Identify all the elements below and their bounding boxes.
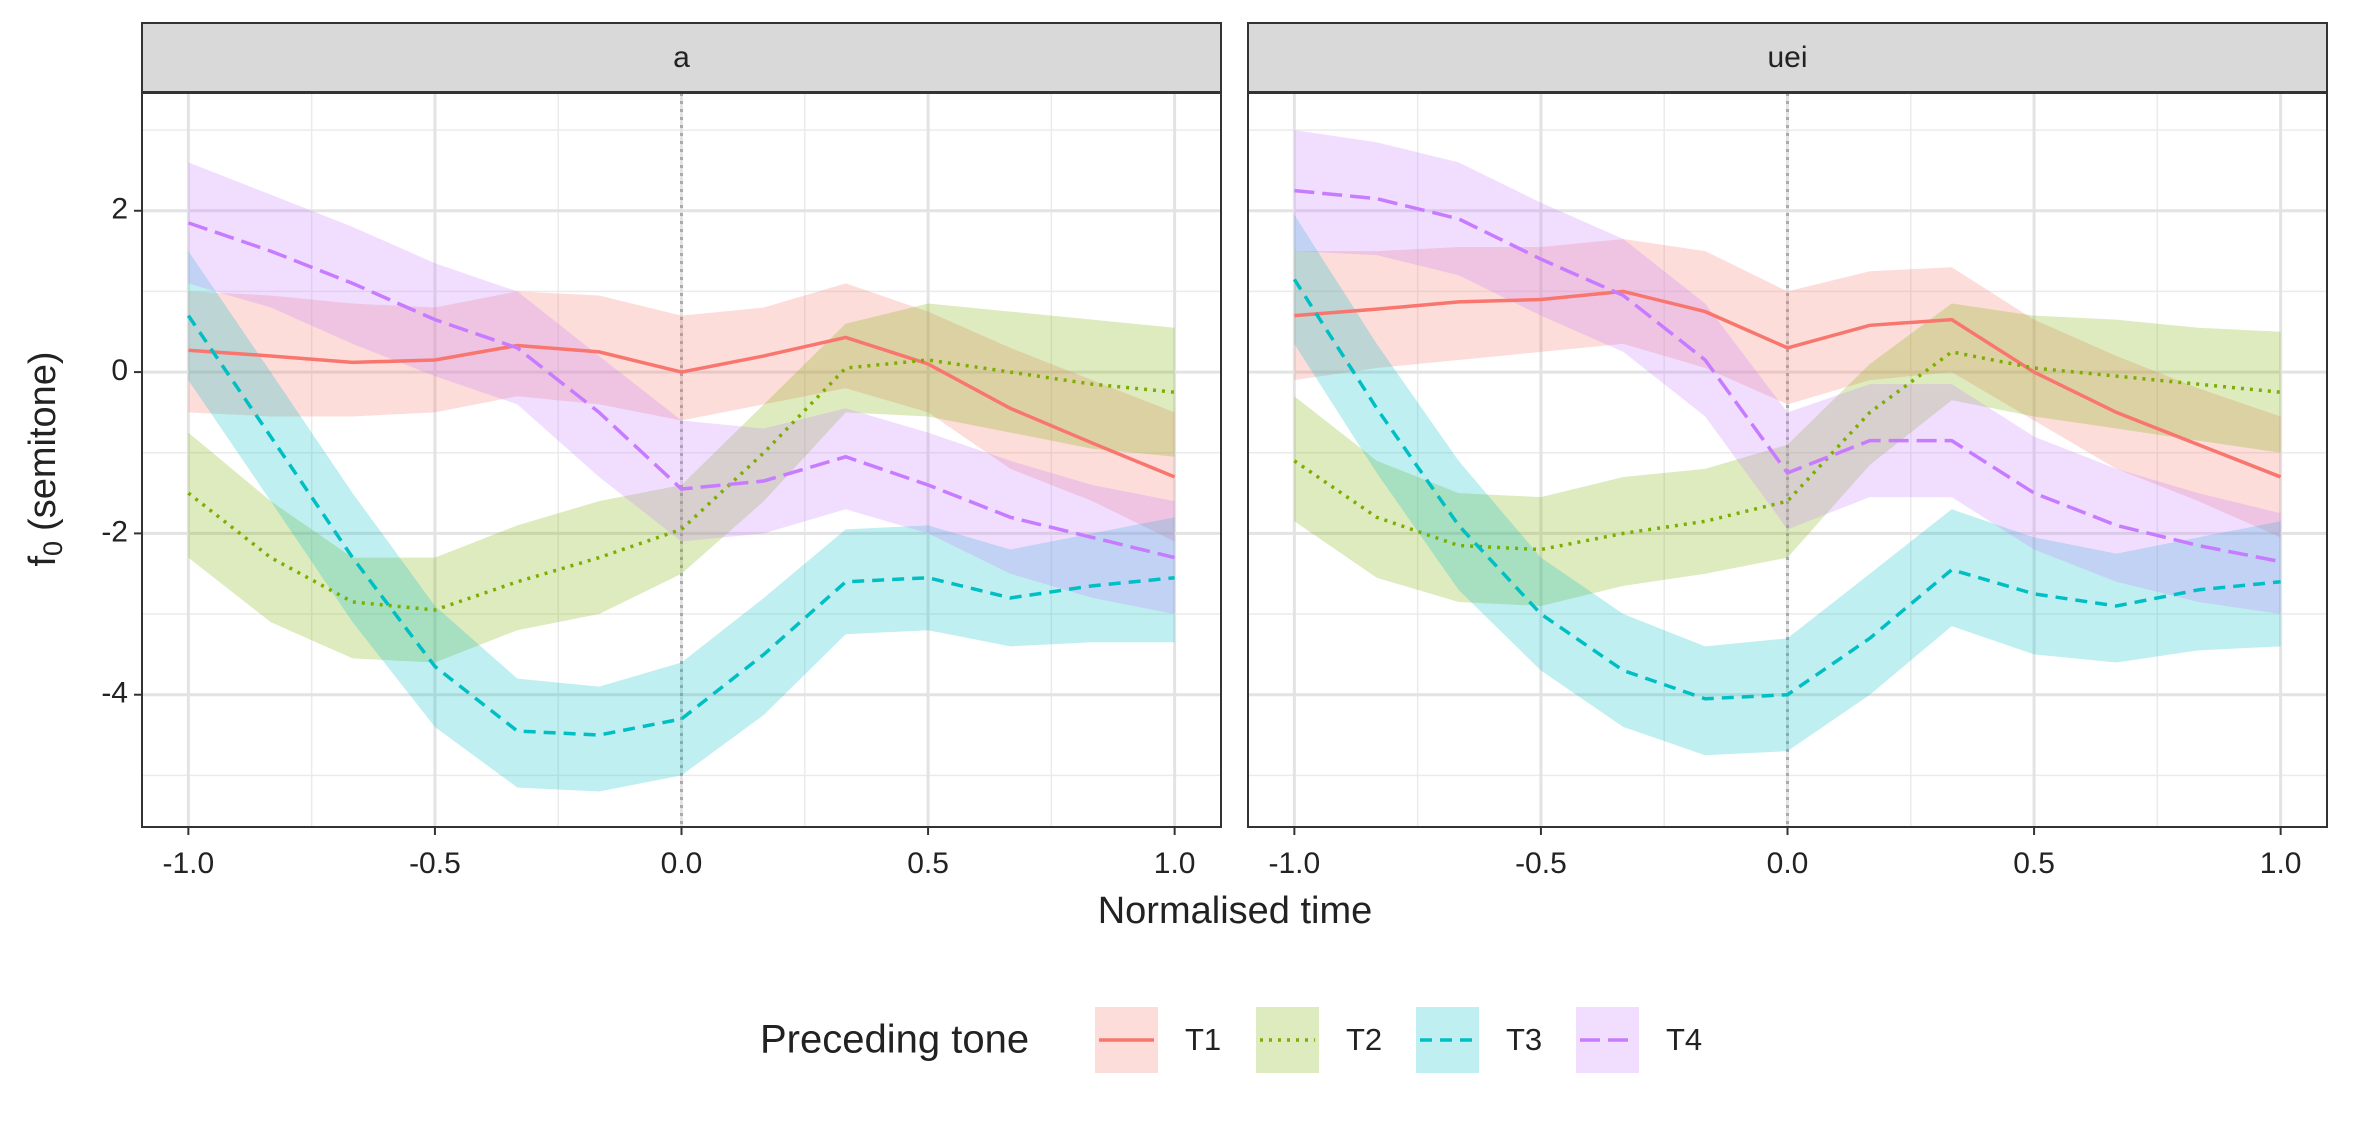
y-axis-title-rest: (semitone): [22, 351, 64, 531]
y-axis-title: f0 (semitone): [22, 351, 68, 566]
line: [1294, 188, 2281, 564]
ribbon: [188, 303, 1175, 663]
y-tick-label: -4: [101, 677, 128, 710]
strip: [141, 22, 1222, 93]
legend-label: T1: [1185, 1022, 1221, 1057]
ribbon: [1294, 303, 2281, 606]
line: [188, 335, 1176, 479]
panel-border: [141, 92, 1222, 828]
panel-border: [1247, 92, 2328, 828]
ribbon: [188, 162, 1175, 615]
x-axis-title: Normalised time: [1098, 890, 1373, 932]
line: [186, 314, 1175, 737]
x-tick-label: -0.5: [409, 847, 461, 880]
x-tick-label: 1.0: [2260, 847, 2302, 880]
y-tick-label: 0: [111, 354, 128, 387]
x-tick-label: -1.0: [163, 847, 215, 880]
line: [187, 358, 1175, 612]
ribbon: [1294, 238, 2281, 538]
ribbon: [1294, 214, 2281, 756]
y-axis-title-main: f: [22, 556, 64, 567]
x-tick-label: -1.0: [1269, 847, 1321, 880]
legend-label: T4: [1666, 1022, 1702, 1057]
x-tick-label: 0.5: [2013, 847, 2055, 880]
ribbon: [188, 283, 1175, 542]
strip-title: a: [673, 41, 690, 74]
strip: [1247, 22, 2328, 93]
x-tick-label: 0.0: [1767, 847, 1809, 880]
legend-label: T2: [1346, 1022, 1382, 1057]
line: [1294, 289, 2282, 479]
line: [1292, 278, 2281, 701]
line: [1293, 350, 2281, 552]
ribbon: [188, 251, 1175, 792]
ribbon: [1294, 130, 2281, 615]
x-tick-label: 0.5: [907, 847, 949, 880]
legend-label: T3: [1506, 1022, 1542, 1057]
legend-title: Preceding tone: [760, 1018, 1029, 1062]
line: [187, 221, 1176, 560]
x-tick-label: -0.5: [1515, 847, 1567, 880]
strip-title: uei: [1767, 41, 1807, 74]
x-tick-label: 0.0: [661, 847, 703, 880]
x-tick-label: 1.0: [1154, 847, 1196, 880]
y-tick-label: 2: [111, 193, 128, 226]
y-axis-title-sub: 0: [38, 541, 68, 556]
y-tick-label: -2: [101, 515, 128, 548]
